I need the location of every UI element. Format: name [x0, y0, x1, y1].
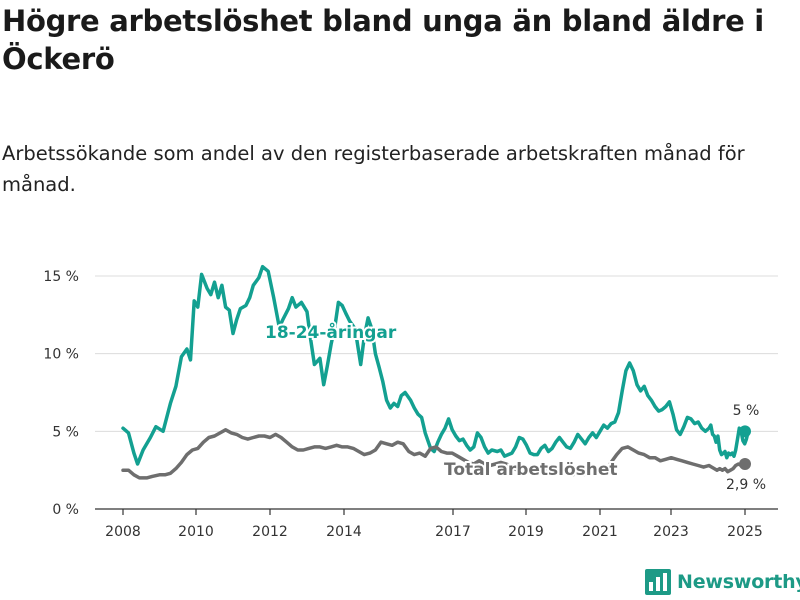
y-tick-label: 10 %	[43, 347, 79, 363]
end-marker-young	[739, 425, 751, 438]
x-tick-label: 2023	[653, 524, 689, 540]
x-tick-label: 2019	[508, 524, 544, 540]
x-tick-label: 2012	[252, 524, 288, 540]
chart-title: Högre arbetslöshet bland unga än bland ä…	[2, 4, 764, 76]
x-tick-label: 2014	[326, 524, 362, 540]
end-value-total: 2,9 %	[726, 477, 766, 493]
y-tick-label: 5 %	[52, 424, 79, 440]
x-tick-label: 2010	[178, 524, 214, 540]
gridlines	[95, 275, 778, 432]
y-tick-label: 0 %	[52, 502, 79, 518]
y-axis-ticks: 0 % 5 % 10 % 15 %	[43, 269, 79, 518]
x-axis: 2008 2010 2012 2014 2017 2019 2021 2023 2025	[95, 508, 778, 540]
x-tick-label: 2025	[727, 524, 763, 540]
x-tick-label: 2017	[435, 524, 471, 540]
chart-subtitle: Arbetssökande som andel av den registerb…	[2, 142, 745, 196]
series-lines	[121, 264, 751, 480]
series-labels: 18-24-åringar Total arbetslöshet 5 % 2,9 %	[263, 319, 766, 493]
newsworthy-brand[interactable]: Newsworthy	[645, 567, 800, 597]
y-tick-label: 15 %	[43, 269, 79, 285]
series-line-total	[121, 428, 749, 480]
series-label-young: 18-24-åringar	[265, 321, 397, 343]
series-label-total: Total arbetslöshet	[444, 460, 618, 480]
brand-name: Newsworthy	[677, 571, 800, 593]
x-tick-label: 2008	[105, 524, 141, 540]
x-tick-label: 2021	[582, 524, 618, 540]
end-value-young: 5 %	[733, 403, 760, 419]
end-marker-total	[739, 457, 751, 470]
bar-chart-logo-icon	[645, 569, 671, 595]
series-line-young	[121, 264, 750, 466]
